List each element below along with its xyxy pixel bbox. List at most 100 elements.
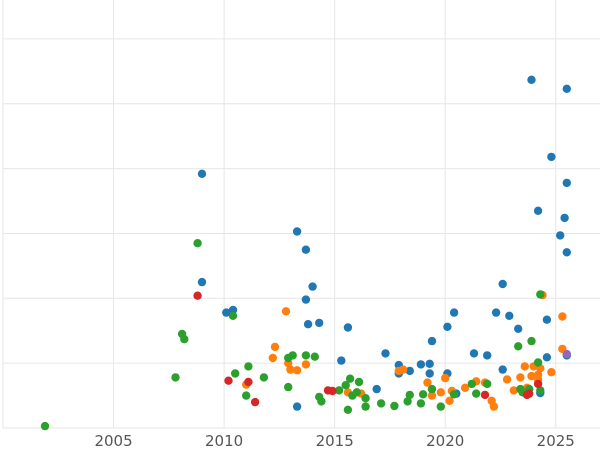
data-point: [547, 368, 556, 377]
data-point: [427, 391, 437, 400]
data-point: [341, 381, 350, 390]
data-point: [281, 307, 291, 316]
data-point: [315, 318, 324, 328]
data-point: [193, 239, 202, 248]
series-3: [193, 291, 543, 407]
data-point: [525, 389, 534, 398]
data-point: [460, 383, 470, 392]
data-point: [376, 399, 386, 408]
series-2: [40, 239, 545, 431]
data-point: [542, 353, 552, 362]
data-points: [40, 75, 571, 431]
data-point: [423, 378, 432, 387]
data-point: [425, 369, 434, 378]
data-point: [491, 308, 501, 317]
data-point: [547, 152, 556, 162]
data-point: [505, 311, 514, 320]
data-point: [308, 282, 317, 291]
data-point: [250, 397, 260, 407]
data-point: [301, 245, 311, 254]
data-point: [292, 227, 302, 236]
data-point: [427, 336, 437, 346]
data-point: [562, 349, 571, 359]
data-point: [560, 213, 569, 223]
data-point: [467, 379, 476, 389]
data-point: [489, 402, 499, 411]
data-point: [328, 386, 337, 396]
series-0: [197, 75, 571, 411]
data-point: [242, 391, 251, 400]
data-point: [228, 305, 238, 315]
data-point: [310, 352, 319, 361]
data-point: [334, 386, 344, 395]
data-point: [231, 369, 240, 378]
data-point: [562, 178, 571, 188]
data-point: [472, 389, 481, 398]
data-point: [533, 379, 543, 389]
series-1: [242, 290, 567, 411]
data-point: [527, 75, 536, 85]
data-point: [352, 388, 361, 397]
data-point: [399, 365, 408, 374]
data-point: [337, 356, 346, 365]
data-point: [533, 206, 543, 215]
data-point: [556, 231, 565, 240]
data-point: [405, 366, 414, 376]
data-point: [480, 390, 490, 400]
data-point: [527, 336, 536, 346]
data-point: [301, 360, 311, 369]
data-point: [343, 323, 353, 332]
data-point: [483, 379, 492, 389]
data-point: [441, 373, 450, 383]
data-point: [292, 366, 302, 375]
data-point: [180, 335, 189, 344]
data-point: [222, 308, 231, 317]
data-point: [40, 421, 50, 431]
x-tick-label: 2005: [94, 432, 132, 450]
data-point: [425, 359, 434, 368]
x-tick-label: 2020: [426, 432, 464, 450]
data-point: [516, 373, 525, 382]
data-point: [301, 295, 311, 304]
data-point: [418, 390, 428, 399]
data-point: [197, 277, 207, 287]
data-point: [270, 342, 280, 352]
data-point: [403, 397, 412, 406]
data-point: [405, 390, 414, 400]
data-point: [301, 351, 311, 360]
data-point: [317, 397, 326, 406]
data-point: [381, 349, 390, 358]
data-point: [509, 386, 518, 395]
data-point: [533, 358, 543, 367]
x-tick-label: 2015: [316, 432, 354, 450]
data-point: [443, 322, 452, 331]
data-point: [228, 311, 238, 320]
data-point: [562, 248, 571, 257]
data-point: [502, 375, 512, 384]
data-point: [416, 399, 426, 408]
data-point: [361, 402, 370, 411]
data-point: [469, 349, 479, 358]
data-point: [533, 370, 543, 379]
x-axis-ticks: 2005 2010 2015 2020 2025: [94, 432, 574, 450]
data-point: [483, 351, 492, 360]
data-point: [284, 382, 293, 392]
data-point: [536, 290, 545, 299]
data-point: [436, 388, 445, 397]
data-point: [498, 279, 507, 289]
data-point: [244, 362, 253, 371]
data-point: [514, 324, 523, 333]
data-point: [197, 169, 207, 178]
data-point: [354, 377, 364, 387]
data-point: [498, 365, 507, 374]
data-point: [259, 373, 269, 382]
data-point: [449, 390, 459, 399]
data-point: [436, 402, 445, 411]
grid: [2, 0, 600, 429]
data-point: [303, 320, 313, 329]
data-point: [292, 402, 302, 411]
data-point: [542, 315, 552, 324]
data-point: [343, 405, 353, 414]
data-point: [514, 342, 523, 351]
